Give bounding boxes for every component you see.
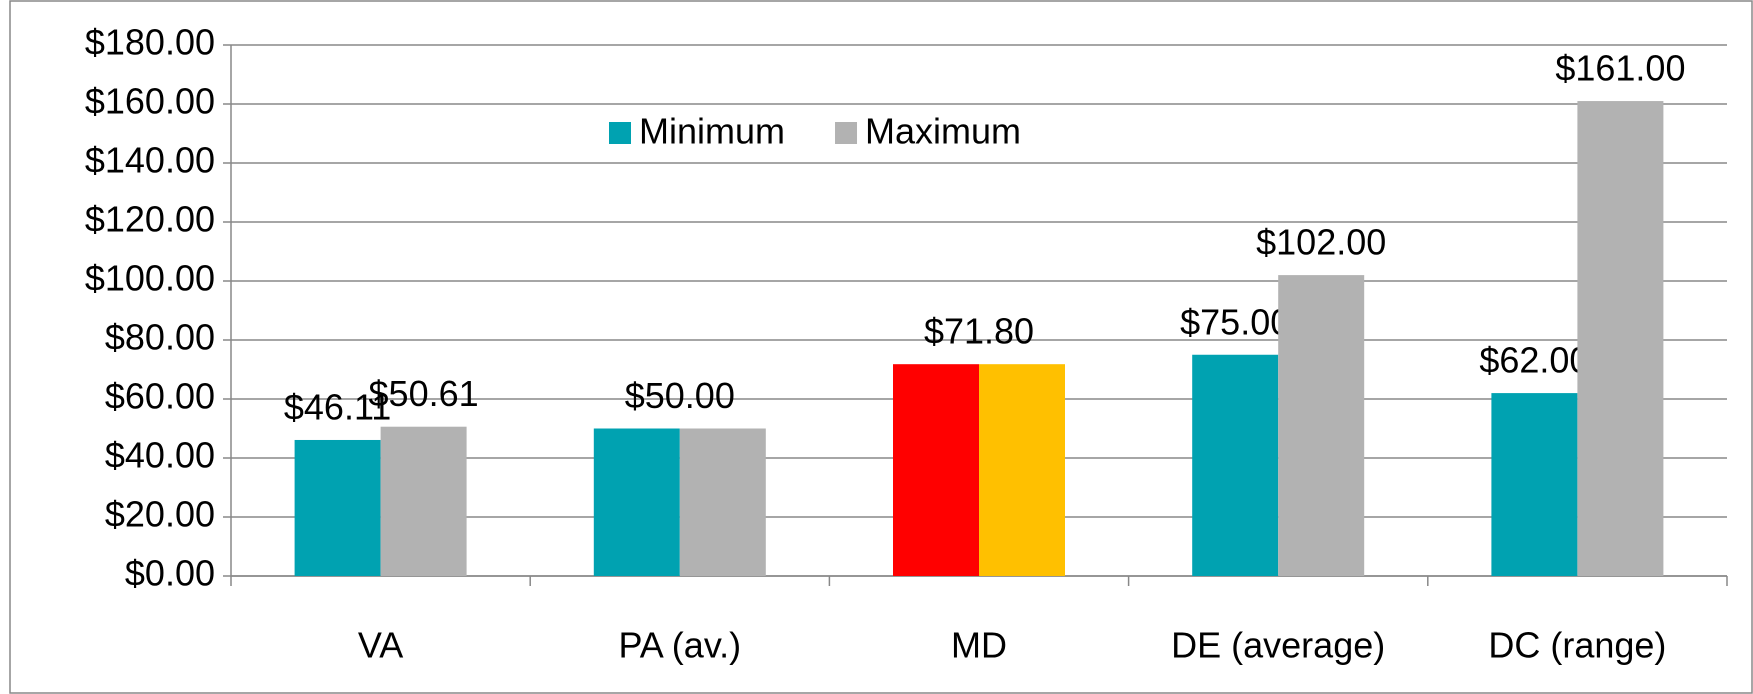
y-tick-label: $20.00 <box>105 494 215 535</box>
y-tick-label: $60.00 <box>105 376 215 417</box>
bar <box>979 364 1065 576</box>
bar <box>1577 101 1664 577</box>
y-tick-label: $40.00 <box>105 435 215 476</box>
y-tick-label: $100.00 <box>85 258 215 299</box>
x-tick-label: PA (av.) <box>618 625 741 666</box>
data-label: $46.11 <box>284 386 391 427</box>
data-label: $161.00 <box>1555 48 1685 89</box>
x-tick-label: DE (average) <box>1171 625 1385 666</box>
data-label: $50.61 <box>369 373 479 414</box>
bar <box>380 426 467 576</box>
bar <box>1192 354 1279 576</box>
y-tick-label: $140.00 <box>85 140 215 181</box>
data-label: $71.80 <box>924 311 1034 352</box>
chart-border <box>9 0 1753 694</box>
y-tick-label: $160.00 <box>85 81 215 122</box>
legend-label: Minimum <box>639 111 785 152</box>
data-label: $62.00 <box>1479 340 1589 381</box>
bar <box>1491 393 1578 576</box>
x-tick-label: VA <box>358 625 403 666</box>
data-label: $102.00 <box>1256 222 1386 263</box>
x-tick-label: DC (range) <box>1488 625 1666 666</box>
legend-swatch <box>835 122 858 144</box>
data-label: $75.00 <box>1180 301 1290 342</box>
bar <box>1278 275 1365 576</box>
legend-swatch <box>609 122 631 144</box>
bar <box>679 428 766 576</box>
y-tick-label: $80.00 <box>105 317 215 358</box>
y-tick-label: $120.00 <box>85 199 215 240</box>
y-tick-label: $0.00 <box>125 553 215 594</box>
y-tick-label: $180.00 <box>85 22 215 63</box>
bar <box>893 364 979 576</box>
bar <box>593 428 680 576</box>
x-tick-label: MD <box>951 625 1007 666</box>
legend-label: Maximum <box>865 111 1021 152</box>
bar <box>294 439 381 576</box>
data-label: $50.00 <box>625 375 735 416</box>
